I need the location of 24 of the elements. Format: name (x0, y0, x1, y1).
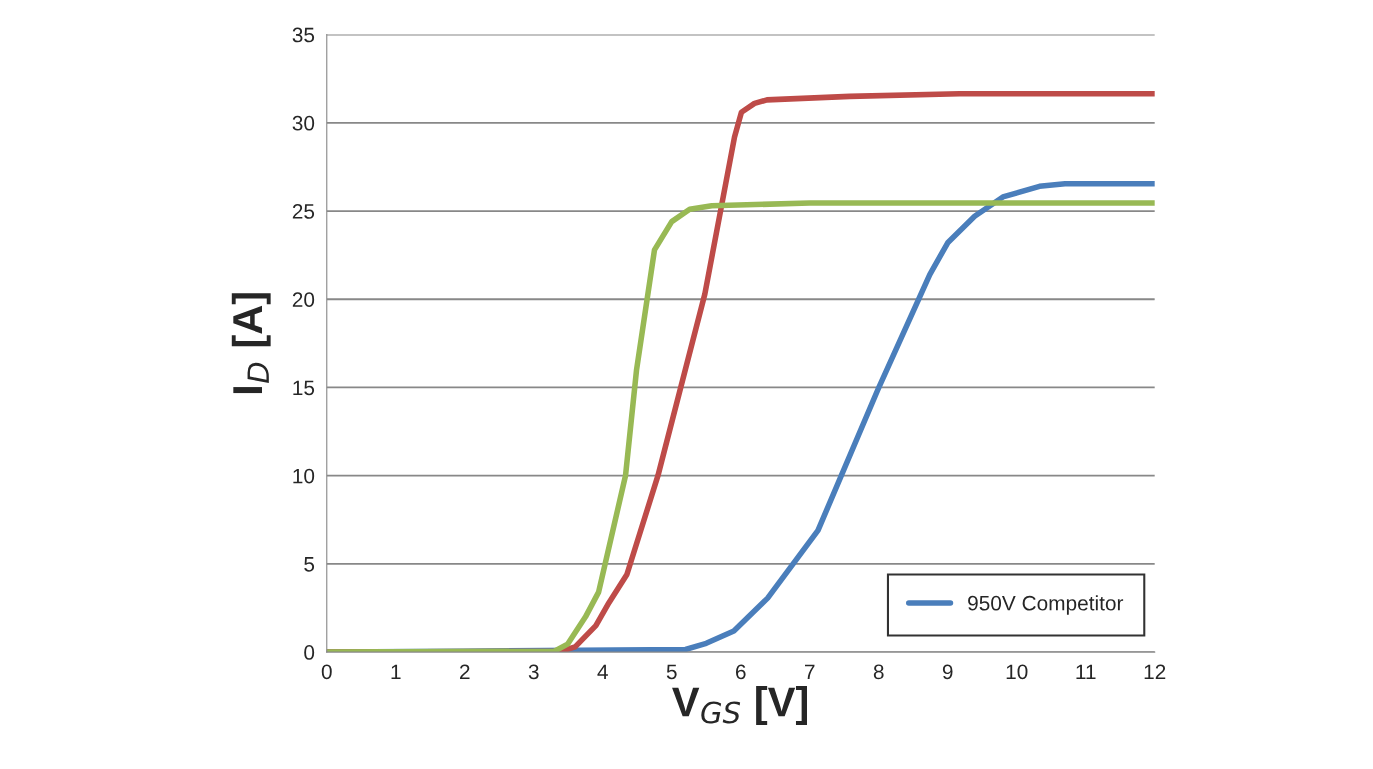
x-tick-label: 11 (1076, 664, 1096, 680)
y-tick-label: 25 (292, 204, 315, 219)
x-tick-label: 7 (805, 664, 815, 680)
y-tick-label: 35 (292, 27, 315, 43)
y-tick-label: 30 (292, 115, 315, 131)
y-axis-title: I$_{D}$ [A] (231, 293, 271, 394)
x-tick-label: 6 (736, 664, 746, 680)
x-tick-label: 1 (391, 664, 401, 680)
x-axis-title: V$_{GS}$ [V] (672, 686, 807, 725)
y-tick-label: 10 (293, 468, 315, 484)
y-tick-label: 5 (304, 557, 315, 572)
x-tick-label: 5 (666, 664, 677, 680)
x-tick-label: 2 (460, 664, 470, 680)
x-tick-label: 0 (321, 664, 332, 680)
y-tick-label: 15 (293, 380, 315, 396)
x-tick-label: 9 (942, 664, 953, 680)
x-tick-label: 8 (873, 664, 884, 680)
legend-label: 950V Competitor (968, 595, 1124, 615)
x-tick-label: 3 (528, 664, 539, 680)
x-tick-label: 12 (1144, 664, 1166, 680)
y-tick-label: 20 (292, 292, 315, 307)
x-tick-label: 10 (1006, 664, 1028, 680)
x-tick-label: 4 (597, 664, 608, 680)
y-tick-label: 0 (304, 645, 315, 660)
